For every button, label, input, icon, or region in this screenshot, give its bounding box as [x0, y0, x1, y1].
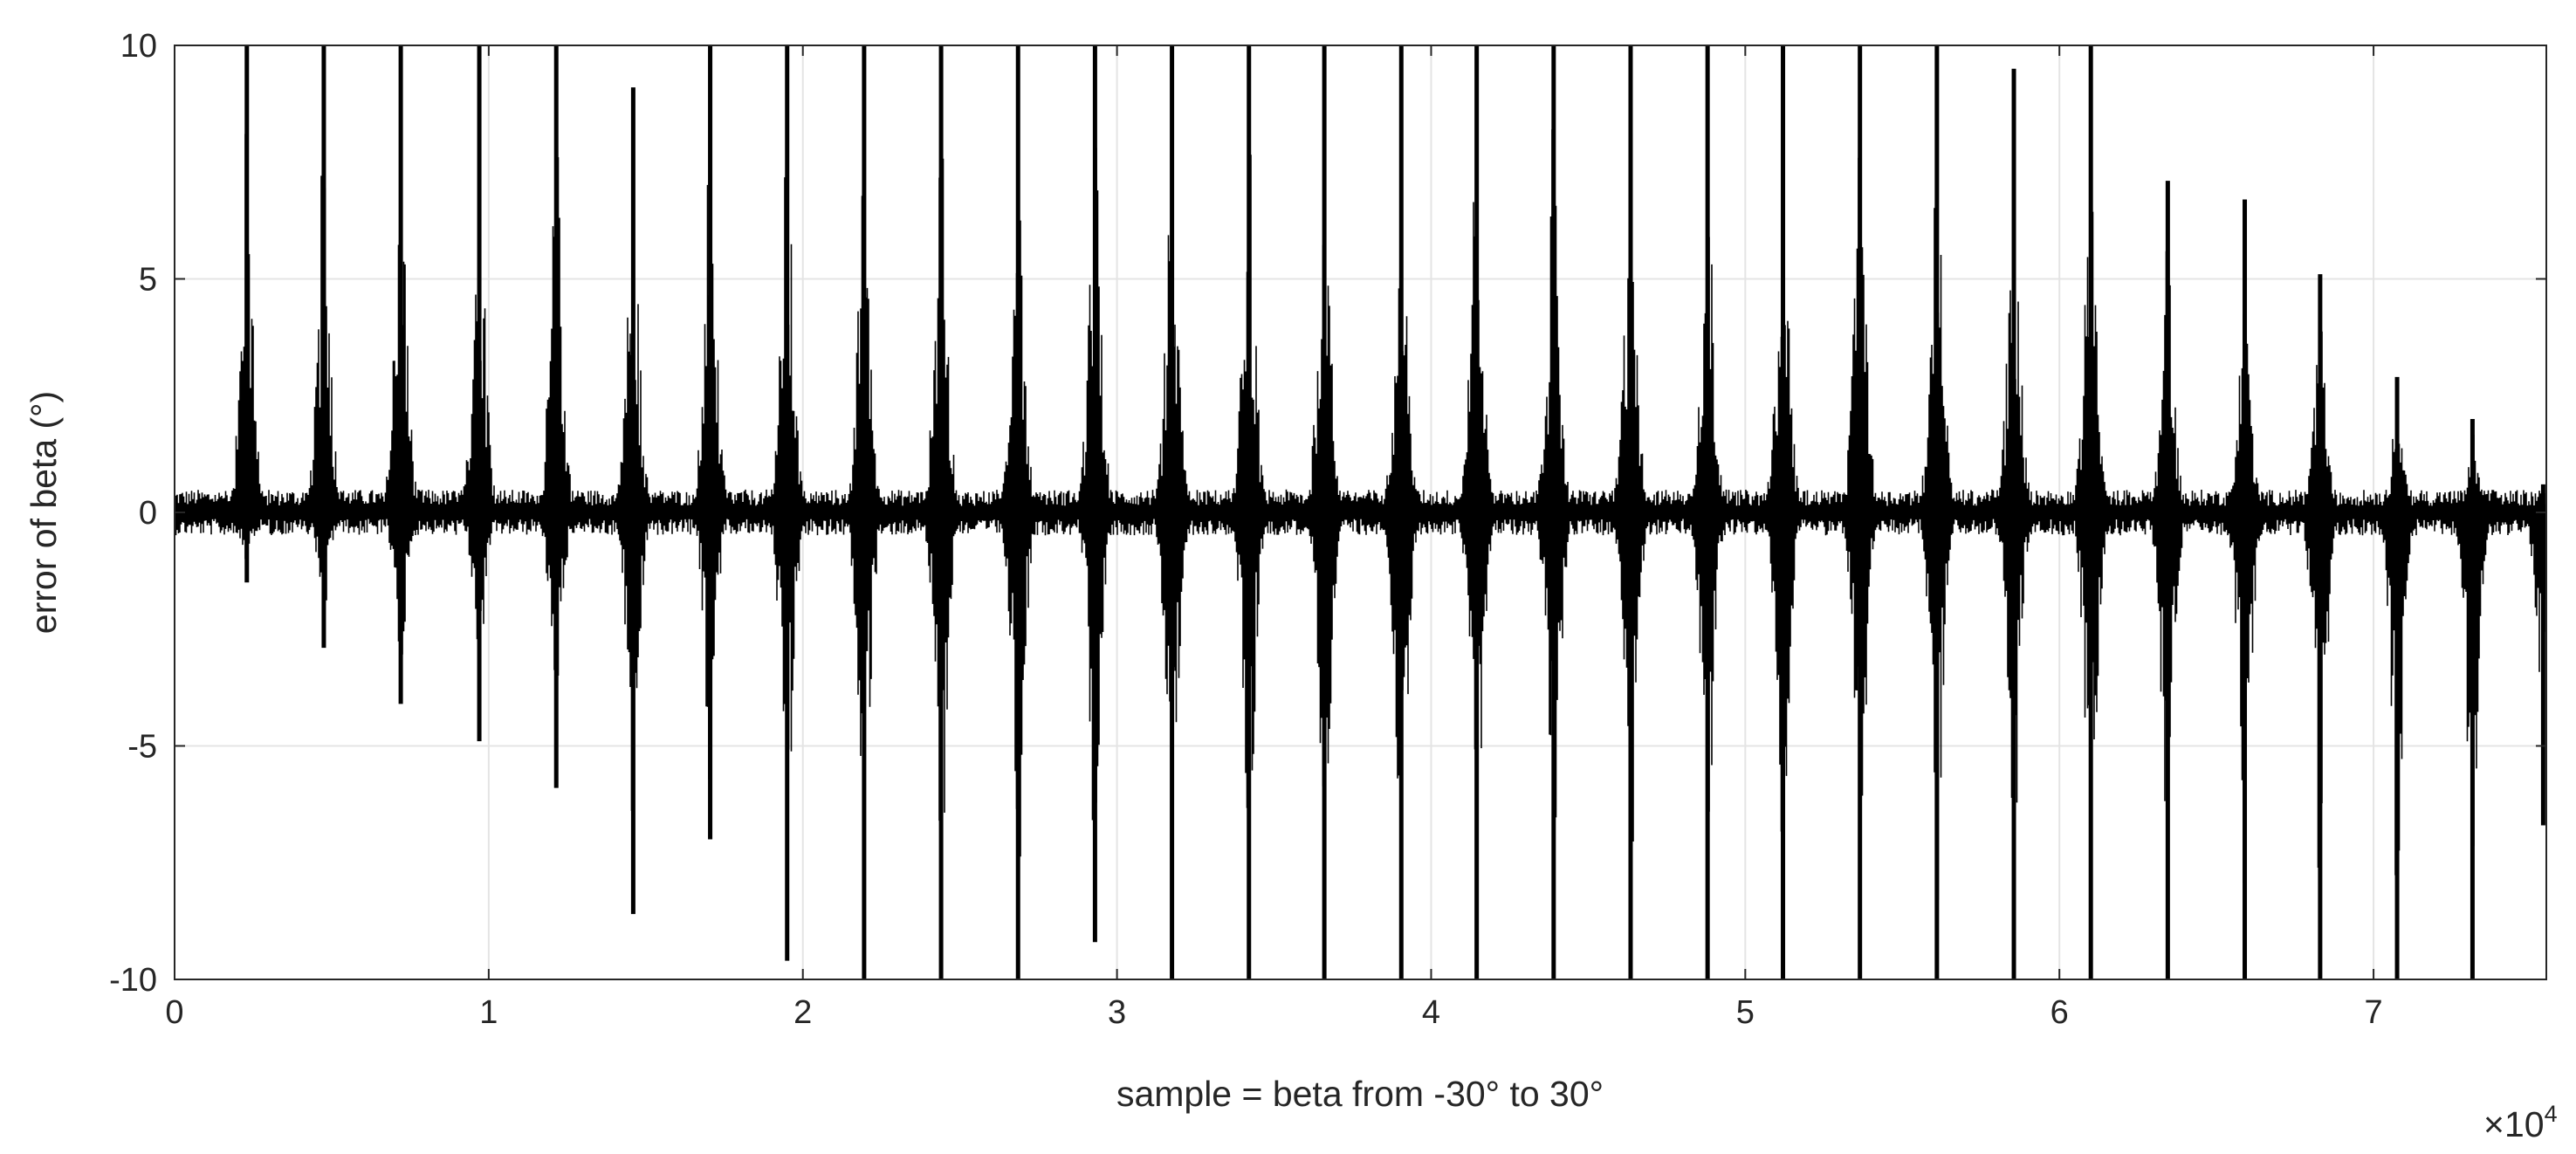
x-tick-label: 5	[1736, 994, 1755, 1031]
x-tick-label: 0	[165, 994, 183, 1031]
y-tick-label: 10	[120, 28, 157, 65]
y-tick-label: 5	[139, 262, 157, 299]
x-multiplier-base: ×10	[2483, 1104, 2545, 1144]
x-axis-label: sample = beta from -30° to 30°	[1116, 1074, 1604, 1114]
x-tick-label: 1	[479, 994, 498, 1031]
x-tick-label: 6	[2050, 994, 2069, 1031]
x-tick-label: 3	[1108, 994, 1126, 1031]
y-tick-label: 0	[139, 495, 157, 532]
x-tick-label: 4	[1422, 994, 1440, 1031]
x-tick-label: 7	[2365, 994, 2383, 1031]
x-tick-label: 2	[793, 994, 812, 1031]
plot-area	[175, 45, 2546, 979]
x-multiplier-exponent: 4	[2545, 1101, 2558, 1127]
y-axis-label: error of beta (°)	[24, 391, 64, 634]
y-tick-label: -5	[127, 729, 157, 766]
error-signal-trace	[175, 61, 2546, 974]
x-axis-multiplier: ×104	[2483, 1101, 2558, 1144]
axis-ticks: 0 1 2 3 4 5 6 7 -10 -5 0 5 10	[109, 28, 2546, 1031]
y-tick-label: -10	[109, 962, 157, 999]
